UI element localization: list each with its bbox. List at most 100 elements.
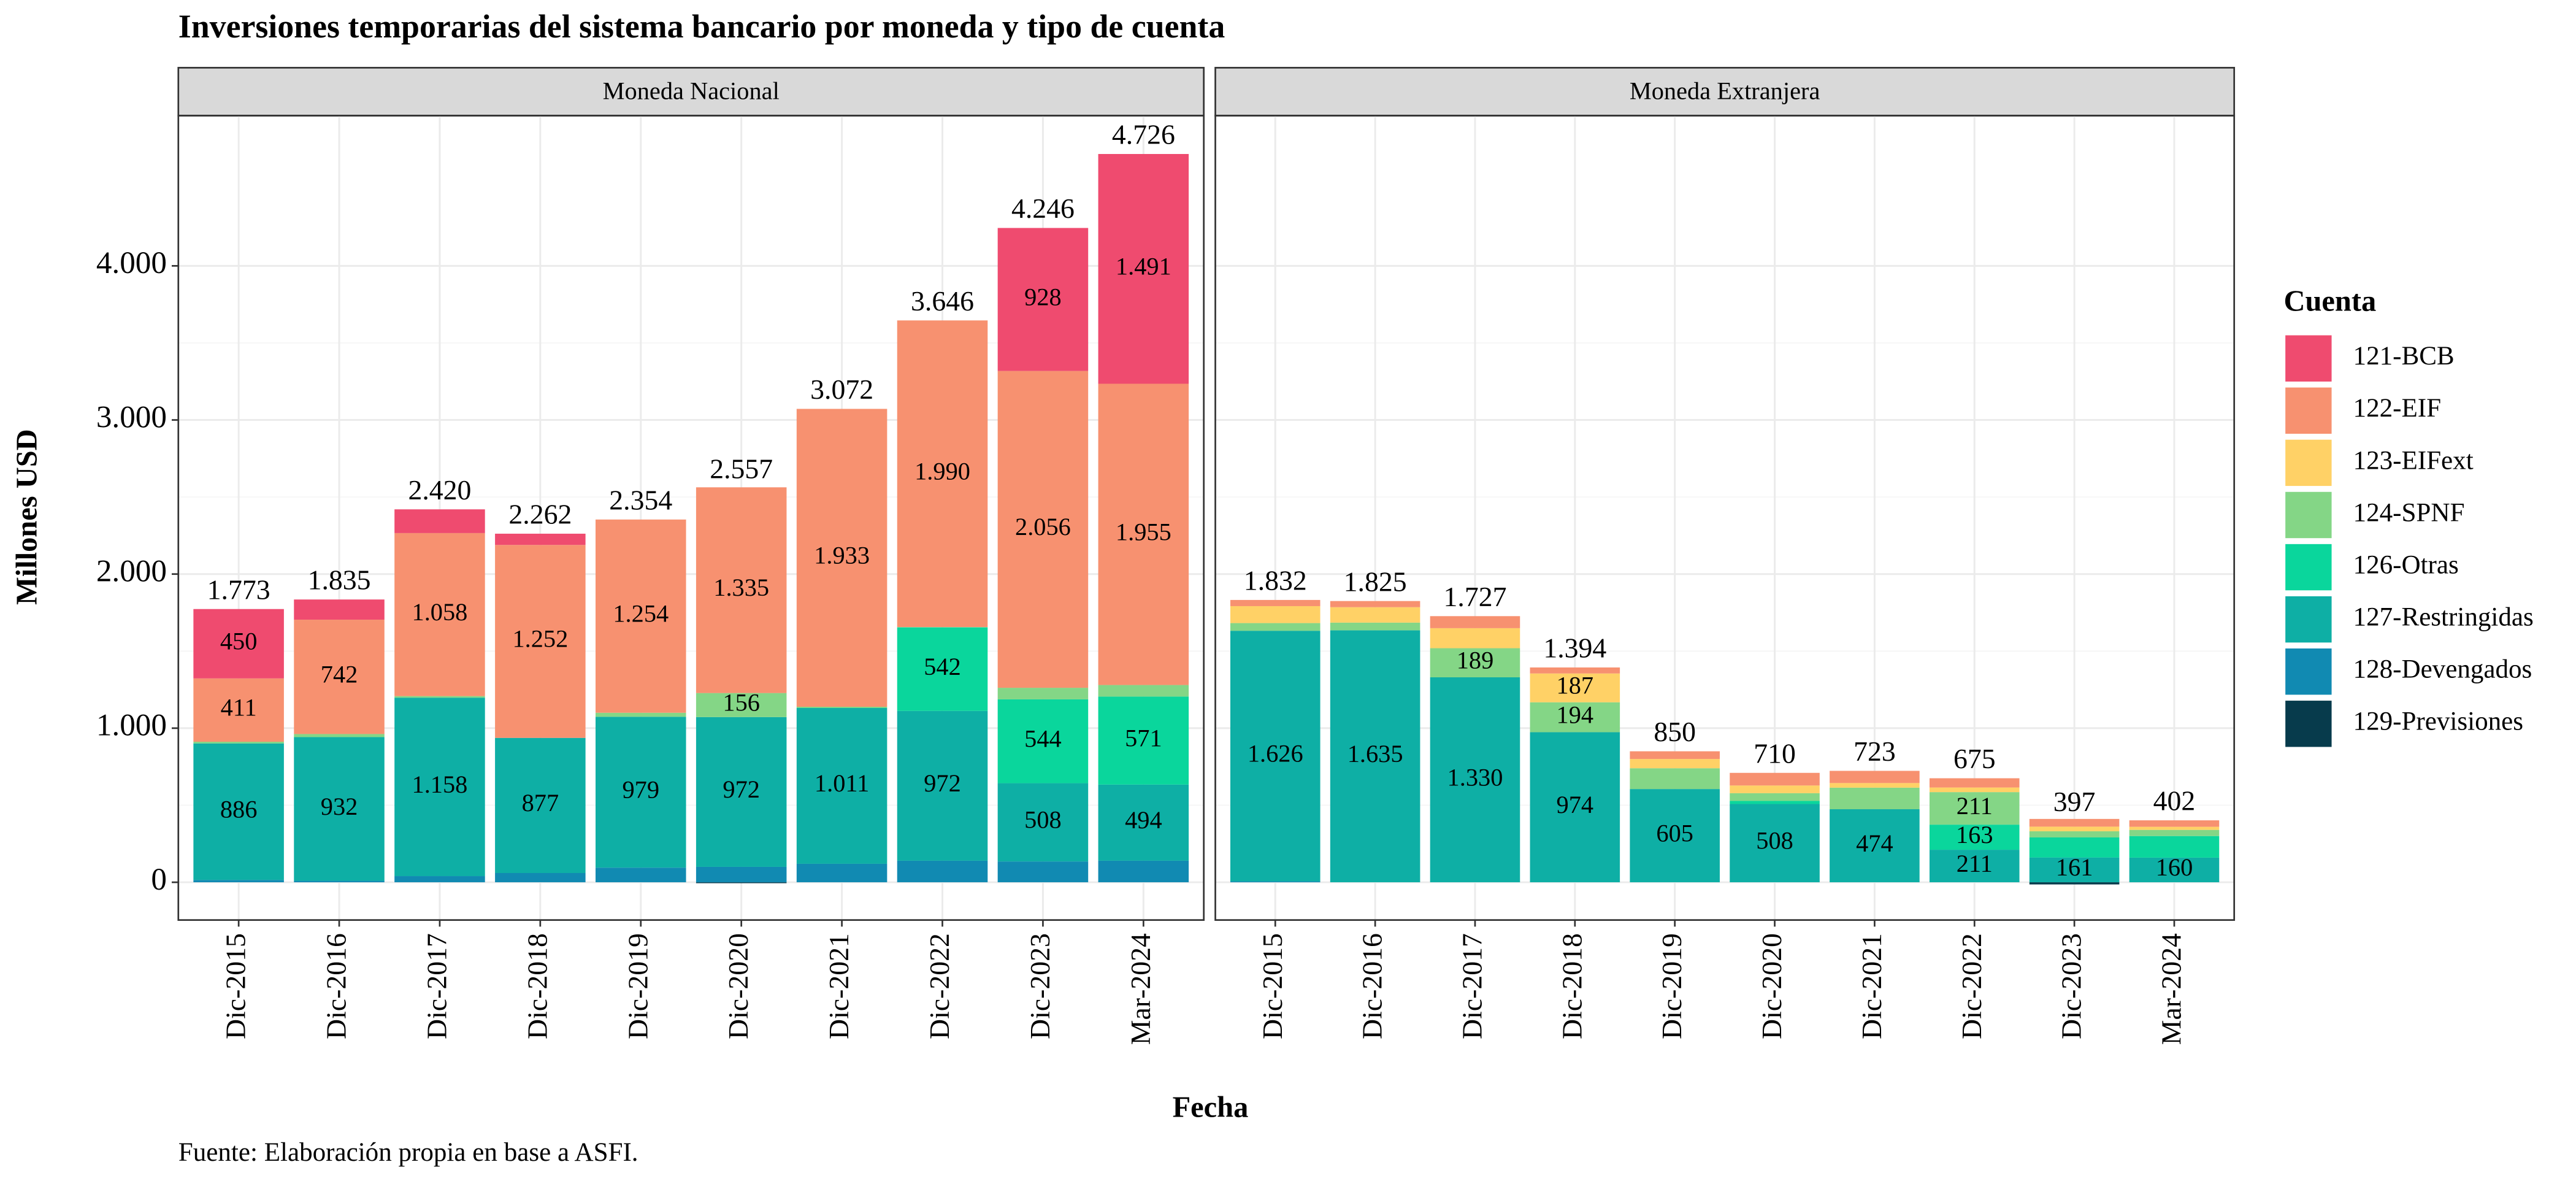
value-label: 474 (1856, 829, 1893, 857)
bar-segment (1430, 648, 1520, 678)
y-tick-label: 4.000 (96, 245, 167, 280)
bar-segment (897, 710, 988, 861)
bar-segment (193, 742, 284, 744)
value-label: 972 (723, 775, 760, 803)
bar-segment (997, 783, 1089, 862)
legend-label: 123-EIFext (2353, 446, 2474, 475)
bar-segment (1530, 702, 1620, 733)
total-label: 723 (1853, 736, 1896, 767)
bar-segment (2129, 836, 2220, 858)
bar-segment (394, 509, 485, 533)
x-tick-label: Dic-2019 (622, 933, 653, 1039)
bar-segment (596, 717, 686, 868)
value-label: 187 (1557, 671, 1594, 699)
total-label: 1.825 (1344, 566, 1407, 597)
x-tick-label: Dic-2018 (1556, 933, 1587, 1039)
bar-segment (2029, 831, 2120, 837)
x-tick-label: Dic-2020 (723, 933, 754, 1039)
bar-segment (294, 737, 385, 881)
total-label: 710 (1754, 737, 1796, 769)
bar-segment (796, 409, 887, 707)
value-label: 928 (1024, 283, 1062, 310)
x-tick-label: Dic-2022 (1956, 933, 1987, 1039)
bar-segment (1929, 778, 2020, 788)
facet-title: Moneda Extranjera (1630, 77, 1820, 104)
total-label: 3.072 (810, 374, 873, 405)
bar-segment (1730, 793, 1820, 801)
y-tick-label: 3.000 (96, 399, 167, 434)
value-label: 1.626 (1248, 740, 1303, 767)
bar-segment (294, 620, 385, 734)
value-label: 189 (1457, 647, 1494, 674)
legend-label: 127-Restringidas (2353, 603, 2534, 632)
bar-segment (796, 707, 887, 864)
bar-segment (1330, 622, 1420, 631)
bar-segment (1730, 772, 1820, 786)
value-label: 508 (1756, 827, 1793, 855)
bar-segment (897, 320, 988, 628)
legend-key (2285, 335, 2332, 382)
y-tick-label: 0 (151, 862, 167, 897)
bar-segment (1929, 792, 2020, 825)
bar-segment (2029, 826, 2120, 831)
x-tick-label: Dic-2020 (1756, 933, 1787, 1039)
legend-title: Cuenta (2283, 285, 2376, 318)
value-label: 1.254 (613, 600, 669, 628)
bar-segment (495, 533, 586, 545)
bar-segment (1230, 599, 1321, 606)
bar-segment (1730, 785, 1820, 793)
bar-segment (1630, 789, 1720, 883)
total-label: 2.354 (609, 484, 672, 515)
bar-segment (1330, 601, 1420, 607)
legend-label: 126-Otras (2353, 550, 2459, 579)
value-label: 877 (522, 789, 559, 817)
bar-segment (394, 696, 485, 698)
x-tick-label: Dic-2016 (1357, 933, 1388, 1039)
x-tick-label: Mar-2024 (1125, 933, 1156, 1045)
total-label: 2.262 (508, 498, 572, 529)
value-label: 2.056 (1015, 513, 1071, 540)
bar-segment (997, 699, 1089, 783)
bar-segment (2129, 829, 2220, 836)
bar-segment (193, 678, 284, 742)
bar-segment (596, 867, 686, 883)
bar-segment (596, 519, 686, 713)
bar-segment (997, 688, 1089, 699)
bar-segment (294, 734, 385, 737)
bar-segment (997, 371, 1089, 688)
x-tick-label: Dic-2017 (1456, 933, 1487, 1039)
value-label: 1.990 (914, 457, 970, 485)
value-label: 886 (220, 795, 258, 823)
total-label: 850 (1654, 716, 1696, 747)
chart-title: Inversiones temporarias del sistema banc… (178, 8, 1225, 45)
total-label: 1.727 (1444, 581, 1507, 612)
value-label: 972 (924, 769, 961, 797)
bar-segment (294, 880, 385, 883)
legend-label: 129-Previsiones (2353, 707, 2523, 736)
value-label: 411 (221, 694, 257, 721)
value-label: 1.955 (1116, 518, 1171, 545)
bar-segment (1230, 881, 1321, 883)
bar-segment (495, 737, 586, 874)
bar-segment (1098, 784, 1189, 861)
value-label: 1.330 (1447, 763, 1503, 791)
bar-segment (1630, 759, 1720, 769)
bar-segment (1230, 631, 1321, 882)
total-label: 1.773 (207, 574, 270, 605)
bar-segment (1830, 787, 1920, 810)
bar-segment (495, 545, 586, 738)
value-label: 211 (1957, 792, 1993, 820)
y-axis-title: Millones USD (11, 429, 44, 605)
bar-segment (1430, 616, 1520, 628)
bar-segment (1630, 751, 1720, 760)
x-tick-label: Dic-2015 (220, 933, 251, 1039)
x-tick-label: Dic-2019 (1656, 933, 1687, 1039)
bar-segment (1098, 154, 1189, 384)
bar-segment (696, 693, 787, 717)
bar-segment (1098, 696, 1189, 785)
legend-key (2285, 648, 2332, 695)
bar-segment (1098, 860, 1189, 883)
y-tick-label: 2.000 (96, 553, 167, 588)
bar-segment (1098, 685, 1189, 697)
